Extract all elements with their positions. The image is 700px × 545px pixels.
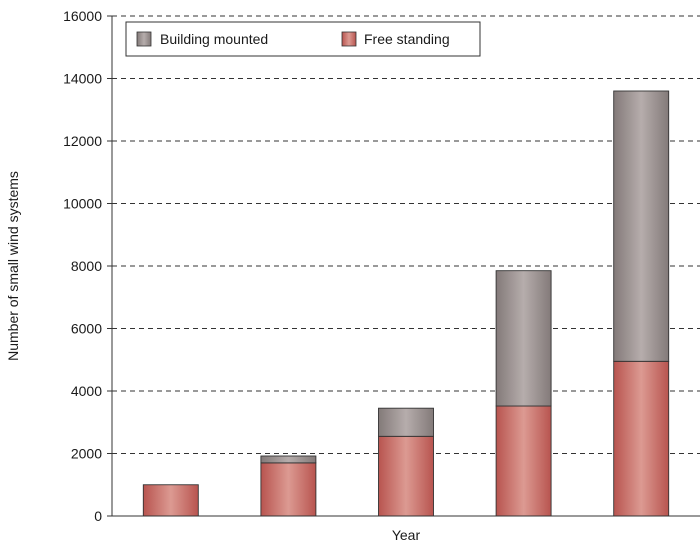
y-tick-label: 12000 — [63, 133, 102, 149]
y-axis-title: Number of small wind systems — [5, 171, 21, 361]
y-tick-label: 8000 — [71, 258, 102, 274]
legend: Building mounted Free standing — [125, 21, 481, 57]
bar-segment-free-standing — [378, 435, 434, 517]
y-tick-label: 4000 — [71, 383, 102, 399]
bar-segment-free-standing — [260, 462, 317, 517]
gridlines — [112, 15, 700, 454]
legend-swatch-free-standing — [341, 31, 357, 47]
bar-segment-building-mounted — [378, 407, 434, 437]
legend-box — [125, 21, 481, 57]
y-tick-label: 2000 — [71, 446, 102, 462]
y-tick-label: 0 — [94, 508, 102, 524]
y-tick-label: 10000 — [63, 196, 102, 212]
legend-label-free-standing: Free standing — [364, 31, 450, 47]
bar-segment-free-standing — [495, 405, 552, 517]
bar-segment-free-standing — [613, 360, 670, 517]
bar-segment-building-mounted — [613, 90, 670, 362]
y-tick-label: 6000 — [71, 321, 102, 337]
y-axis-ticks: 0 2000 4000 6000 8000 10000 12000 14000 16000 — [63, 8, 112, 524]
x-axis-title: Year — [392, 527, 421, 543]
legend-swatch-building-mounted — [136, 31, 152, 47]
legend-label-building-mounted: Building mounted — [160, 31, 268, 47]
y-tick-label: 16000 — [63, 8, 102, 24]
bars — [142, 90, 670, 517]
y-tick-label: 14000 — [63, 71, 102, 87]
bar-segment-free-standing — [142, 484, 199, 517]
bar-segment-building-mounted — [495, 270, 552, 407]
bar-segment-building-mounted — [260, 455, 317, 464]
